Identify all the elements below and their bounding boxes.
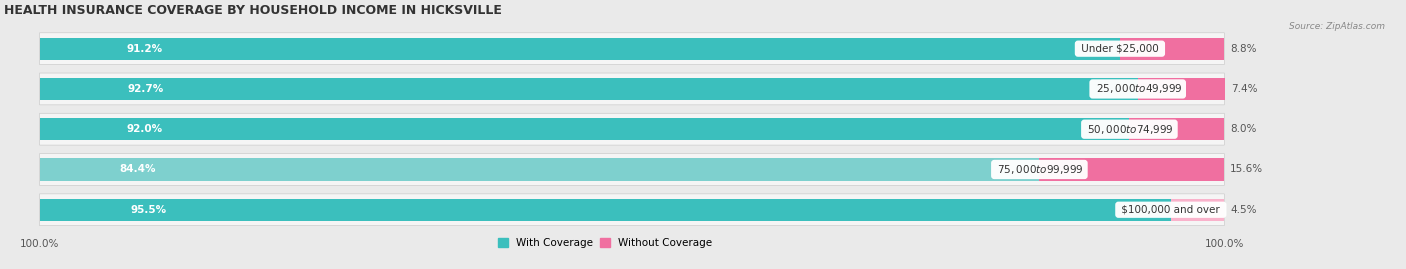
Text: 84.4%: 84.4%: [120, 164, 156, 175]
Legend: With Coverage, Without Coverage: With Coverage, Without Coverage: [498, 238, 713, 248]
Bar: [1137, 78, 1226, 100]
Text: 95.5%: 95.5%: [131, 205, 166, 215]
FancyBboxPatch shape: [39, 113, 1225, 145]
Text: Source: ZipAtlas.com: Source: ZipAtlas.com: [1289, 22, 1385, 30]
FancyBboxPatch shape: [39, 73, 1225, 105]
FancyBboxPatch shape: [39, 194, 1225, 226]
Text: 91.2%: 91.2%: [127, 44, 162, 54]
Bar: [39, 118, 1129, 140]
Text: $75,000 to $99,999: $75,000 to $99,999: [994, 163, 1084, 176]
Text: $50,000 to $74,999: $50,000 to $74,999: [1084, 123, 1174, 136]
Text: 92.0%: 92.0%: [127, 124, 163, 134]
Text: Under $25,000: Under $25,000: [1078, 44, 1161, 54]
FancyBboxPatch shape: [39, 154, 1225, 185]
FancyBboxPatch shape: [39, 33, 1225, 65]
Bar: [39, 38, 1121, 60]
Bar: [1121, 38, 1225, 60]
Text: 4.5%: 4.5%: [1230, 205, 1257, 215]
Bar: [1129, 118, 1225, 140]
Text: 15.6%: 15.6%: [1230, 164, 1263, 175]
Bar: [1039, 158, 1225, 180]
Bar: [39, 158, 1039, 180]
Text: $100,000 and over: $100,000 and over: [1118, 205, 1223, 215]
Bar: [39, 78, 1137, 100]
Text: 92.7%: 92.7%: [128, 84, 163, 94]
Text: 7.4%: 7.4%: [1232, 84, 1258, 94]
Bar: [39, 199, 1171, 221]
Text: $25,000 to $49,999: $25,000 to $49,999: [1092, 82, 1182, 95]
Text: 8.0%: 8.0%: [1230, 124, 1257, 134]
Bar: [1171, 199, 1225, 221]
Text: HEALTH INSURANCE COVERAGE BY HOUSEHOLD INCOME IN HICKSVILLE: HEALTH INSURANCE COVERAGE BY HOUSEHOLD I…: [4, 4, 502, 17]
Text: 8.8%: 8.8%: [1230, 44, 1257, 54]
